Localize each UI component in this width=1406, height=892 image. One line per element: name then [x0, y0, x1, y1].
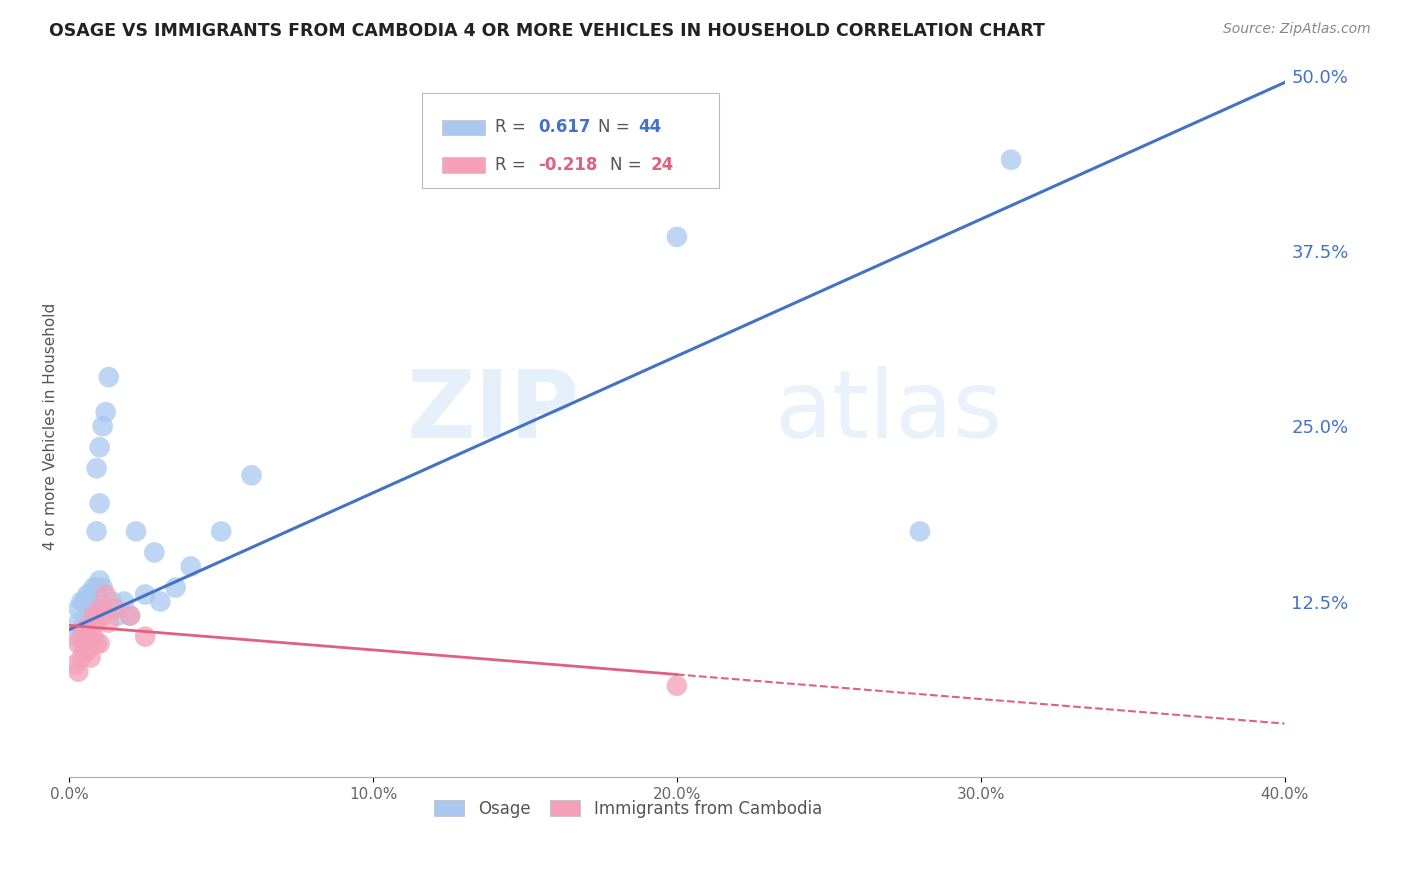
- Point: [65, 630, 87, 644]
- Point: [86, 615, 108, 630]
- Point: [134, 587, 156, 601]
- Text: Source: ZipAtlas.com: Source: ZipAtlas.com: [1223, 22, 1371, 37]
- Point: [73, 643, 96, 657]
- Point: [104, 601, 127, 615]
- Point: [86, 461, 108, 475]
- Point: [83, 608, 105, 623]
- Text: atlas: atlas: [775, 367, 1002, 458]
- Point: [79, 601, 101, 615]
- Point: [165, 581, 187, 595]
- Point: [100, 594, 122, 608]
- Point: [91, 581, 114, 595]
- Point: [134, 630, 156, 644]
- Point: [67, 637, 90, 651]
- Point: [86, 637, 108, 651]
- Point: [89, 440, 111, 454]
- Point: [67, 601, 90, 615]
- Point: [76, 608, 98, 623]
- Point: [665, 230, 688, 244]
- Point: [70, 650, 93, 665]
- Point: [70, 594, 93, 608]
- Point: [79, 587, 101, 601]
- Point: [240, 468, 263, 483]
- Point: [112, 594, 135, 608]
- Point: [97, 370, 120, 384]
- Point: [118, 608, 141, 623]
- Point: [89, 601, 111, 615]
- Text: N =: N =: [598, 119, 630, 136]
- Point: [143, 545, 166, 559]
- Text: 0.617: 0.617: [538, 119, 591, 136]
- Point: [180, 559, 202, 574]
- Point: [83, 601, 105, 615]
- Point: [76, 643, 98, 657]
- FancyBboxPatch shape: [443, 157, 485, 173]
- Text: R =: R =: [495, 119, 526, 136]
- Legend: Osage, Immigrants from Cambodia: Osage, Immigrants from Cambodia: [427, 793, 828, 824]
- Point: [79, 608, 101, 623]
- Point: [1000, 153, 1022, 167]
- FancyBboxPatch shape: [422, 93, 720, 187]
- Point: [73, 594, 96, 608]
- Point: [76, 630, 98, 644]
- Point: [83, 630, 105, 644]
- Point: [83, 601, 105, 615]
- Point: [86, 524, 108, 539]
- Point: [67, 615, 90, 630]
- Text: 24: 24: [650, 156, 673, 174]
- Point: [79, 608, 101, 623]
- Point: [908, 524, 931, 539]
- Text: R =: R =: [495, 156, 526, 174]
- Point: [83, 581, 105, 595]
- Text: OSAGE VS IMMIGRANTS FROM CAMBODIA 4 OR MORE VEHICLES IN HOUSEHOLD CORRELATION CH: OSAGE VS IMMIGRANTS FROM CAMBODIA 4 OR M…: [49, 22, 1045, 40]
- Point: [94, 405, 117, 419]
- Point: [107, 608, 129, 623]
- Point: [118, 608, 141, 623]
- Text: 44: 44: [638, 119, 661, 136]
- Point: [665, 679, 688, 693]
- FancyBboxPatch shape: [443, 120, 485, 135]
- Point: [91, 419, 114, 434]
- Point: [149, 594, 172, 608]
- Point: [67, 665, 90, 679]
- Point: [76, 587, 98, 601]
- Y-axis label: 4 or more Vehicles in Household: 4 or more Vehicles in Household: [44, 302, 58, 549]
- Point: [79, 650, 101, 665]
- Point: [79, 637, 101, 651]
- Point: [209, 524, 232, 539]
- Point: [76, 615, 98, 630]
- Text: N =: N =: [610, 156, 641, 174]
- Point: [104, 601, 127, 615]
- Point: [73, 637, 96, 651]
- Text: -0.218: -0.218: [538, 156, 598, 174]
- Point: [89, 496, 111, 510]
- Point: [125, 524, 148, 539]
- Point: [91, 608, 114, 623]
- Point: [89, 574, 111, 588]
- Point: [94, 587, 117, 601]
- Point: [89, 637, 111, 651]
- Point: [97, 615, 120, 630]
- Point: [73, 615, 96, 630]
- Text: ZIP: ZIP: [406, 367, 579, 458]
- Point: [70, 630, 93, 644]
- Point: [65, 657, 87, 672]
- Point: [86, 581, 108, 595]
- Point: [73, 623, 96, 637]
- Point: [70, 623, 93, 637]
